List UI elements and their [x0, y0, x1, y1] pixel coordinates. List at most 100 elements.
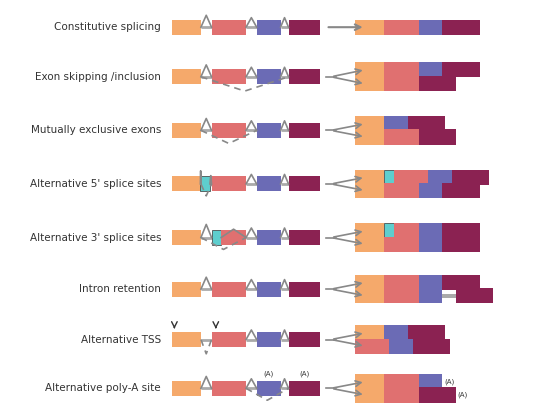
FancyBboxPatch shape	[419, 288, 442, 303]
FancyBboxPatch shape	[257, 381, 280, 396]
FancyBboxPatch shape	[419, 183, 442, 198]
FancyBboxPatch shape	[389, 339, 413, 354]
FancyBboxPatch shape	[442, 237, 480, 252]
FancyBboxPatch shape	[257, 177, 280, 191]
Text: Mutually exclusive exons: Mutually exclusive exons	[31, 125, 161, 135]
Text: Alternative poly-A site: Alternative poly-A site	[46, 383, 161, 393]
FancyBboxPatch shape	[456, 288, 493, 303]
FancyBboxPatch shape	[442, 294, 456, 298]
FancyBboxPatch shape	[221, 230, 246, 245]
FancyBboxPatch shape	[172, 230, 201, 245]
FancyBboxPatch shape	[257, 123, 280, 138]
FancyBboxPatch shape	[172, 69, 201, 84]
Text: Alternative 5' splice sites: Alternative 5' splice sites	[30, 179, 161, 189]
FancyBboxPatch shape	[289, 177, 320, 191]
FancyBboxPatch shape	[413, 339, 450, 354]
Text: (A): (A)	[444, 378, 455, 385]
Text: (A): (A)	[263, 370, 274, 377]
FancyBboxPatch shape	[355, 237, 384, 252]
FancyBboxPatch shape	[384, 237, 419, 252]
FancyBboxPatch shape	[172, 123, 201, 138]
FancyBboxPatch shape	[419, 62, 442, 77]
Text: Alternative 3' splice sites: Alternative 3' splice sites	[30, 233, 161, 243]
FancyBboxPatch shape	[419, 77, 456, 91]
FancyBboxPatch shape	[394, 170, 428, 185]
FancyBboxPatch shape	[355, 387, 384, 403]
FancyBboxPatch shape	[355, 129, 384, 145]
FancyBboxPatch shape	[355, 339, 389, 354]
FancyBboxPatch shape	[289, 230, 320, 245]
FancyBboxPatch shape	[384, 77, 419, 91]
FancyBboxPatch shape	[257, 20, 280, 35]
FancyBboxPatch shape	[212, 230, 221, 245]
FancyBboxPatch shape	[419, 223, 442, 239]
FancyBboxPatch shape	[384, 374, 419, 389]
FancyBboxPatch shape	[384, 288, 419, 303]
FancyBboxPatch shape	[442, 20, 480, 35]
FancyBboxPatch shape	[384, 275, 419, 290]
FancyBboxPatch shape	[172, 332, 201, 347]
FancyBboxPatch shape	[355, 170, 384, 185]
Text: Alternative TSS: Alternative TSS	[81, 334, 161, 345]
FancyBboxPatch shape	[442, 275, 480, 290]
FancyBboxPatch shape	[408, 325, 445, 341]
FancyBboxPatch shape	[200, 177, 210, 191]
FancyBboxPatch shape	[419, 374, 442, 389]
FancyBboxPatch shape	[172, 177, 201, 191]
Text: Intron retention: Intron retention	[79, 284, 161, 294]
FancyBboxPatch shape	[172, 282, 201, 297]
FancyBboxPatch shape	[419, 129, 456, 145]
FancyBboxPatch shape	[289, 381, 320, 396]
FancyBboxPatch shape	[419, 237, 442, 252]
FancyBboxPatch shape	[257, 332, 280, 347]
FancyBboxPatch shape	[419, 387, 456, 403]
FancyBboxPatch shape	[442, 183, 480, 198]
FancyBboxPatch shape	[289, 123, 320, 138]
FancyBboxPatch shape	[355, 325, 384, 341]
FancyBboxPatch shape	[384, 183, 419, 198]
FancyBboxPatch shape	[212, 123, 246, 138]
FancyBboxPatch shape	[355, 183, 384, 198]
FancyBboxPatch shape	[212, 332, 246, 347]
FancyBboxPatch shape	[257, 69, 280, 84]
FancyBboxPatch shape	[289, 282, 320, 297]
FancyBboxPatch shape	[172, 381, 201, 396]
FancyBboxPatch shape	[428, 170, 452, 185]
FancyBboxPatch shape	[419, 275, 442, 290]
FancyBboxPatch shape	[257, 282, 280, 297]
FancyBboxPatch shape	[442, 223, 480, 239]
FancyBboxPatch shape	[355, 275, 384, 290]
FancyBboxPatch shape	[355, 116, 384, 131]
FancyBboxPatch shape	[419, 20, 442, 35]
FancyBboxPatch shape	[212, 177, 246, 191]
FancyBboxPatch shape	[212, 381, 246, 396]
FancyBboxPatch shape	[172, 20, 201, 35]
FancyBboxPatch shape	[289, 69, 320, 84]
FancyBboxPatch shape	[384, 325, 408, 341]
FancyBboxPatch shape	[384, 223, 394, 239]
FancyBboxPatch shape	[384, 129, 419, 145]
FancyBboxPatch shape	[452, 170, 489, 185]
FancyBboxPatch shape	[355, 77, 384, 91]
FancyBboxPatch shape	[384, 62, 419, 77]
FancyBboxPatch shape	[408, 116, 445, 131]
FancyBboxPatch shape	[289, 20, 320, 35]
Text: Constitutive splicing: Constitutive splicing	[54, 22, 161, 32]
FancyBboxPatch shape	[212, 282, 246, 297]
FancyBboxPatch shape	[384, 387, 419, 403]
FancyBboxPatch shape	[355, 374, 384, 389]
FancyBboxPatch shape	[355, 62, 384, 77]
Text: Exon skipping /inclusion: Exon skipping /inclusion	[35, 72, 161, 82]
FancyBboxPatch shape	[212, 69, 246, 84]
FancyBboxPatch shape	[289, 332, 320, 347]
FancyBboxPatch shape	[212, 20, 246, 35]
FancyBboxPatch shape	[257, 230, 280, 245]
FancyBboxPatch shape	[394, 223, 419, 239]
FancyBboxPatch shape	[384, 20, 419, 35]
Text: (A): (A)	[299, 370, 310, 377]
FancyBboxPatch shape	[384, 116, 408, 131]
FancyBboxPatch shape	[355, 223, 384, 239]
FancyBboxPatch shape	[355, 288, 384, 303]
FancyBboxPatch shape	[442, 62, 480, 77]
FancyBboxPatch shape	[355, 20, 384, 35]
